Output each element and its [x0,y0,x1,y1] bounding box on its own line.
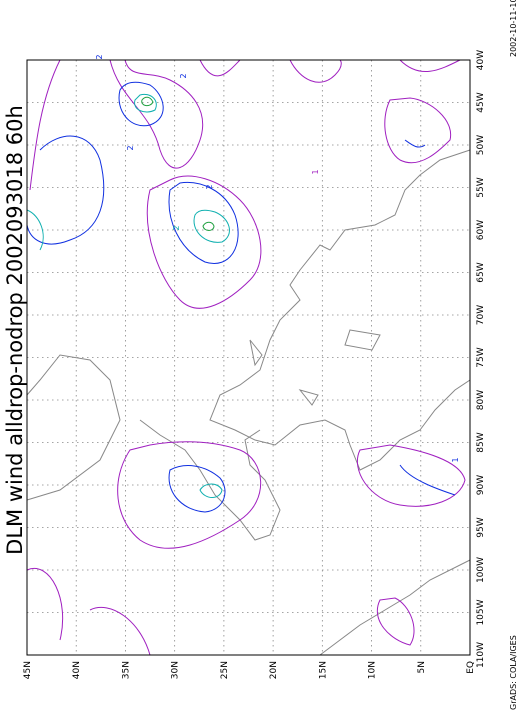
coastline [26,354,121,501]
contour-labels: 2 2 2 1 2 2 1 [95,54,460,462]
lon-label: 85W [476,432,486,452]
contour [146,175,262,309]
lon-label: 80W [476,390,486,410]
lon-label: 105W [476,599,486,625]
grid [27,60,470,655]
lat-label: 20N [269,661,279,679]
lon-label: 100W [476,557,486,583]
contour [356,444,466,507]
lat-label: 25N [220,661,230,679]
lon-label: 55W [476,177,486,197]
footer: GrADS: COLA/IGES [509,635,518,710]
contour [117,441,262,549]
contour [141,96,215,231]
lon-label: 110W [476,642,486,668]
lat-label: 15N [318,661,328,679]
lat-label: 10N [368,661,378,679]
contour [168,465,226,513]
coastline [319,559,471,656]
contour [118,81,164,127]
contour [134,93,157,113]
lon-label: 60W [476,220,486,240]
coastline [209,149,471,471]
contour-label: 2 [179,73,188,78]
coastline [139,419,281,541]
lat-label: EQ [466,661,476,674]
lat-label: 5N [417,661,427,673]
contour-label: 1 [451,457,460,462]
lon-label: 40W [476,50,486,70]
lat-label: 45N [23,661,33,679]
lat-label: 30N [171,661,181,679]
contours [26,59,466,656]
contour [29,59,204,191]
axis-labels: EQ 5N 10N 15N 20N 25N 30N 35N 40N 45N 40W 45W 50W 55W… [23,50,486,679]
contour [384,97,452,164]
timestamp: 2002-10-11-10:36 [509,0,518,57]
lat-label: 40N [72,661,82,679]
contour-label: 2 [205,184,214,189]
contour-label: 2 [95,54,104,59]
lon-label: 65W [476,262,486,282]
contour [26,209,223,498]
plot-frame [26,59,471,656]
contour-label: 1 [311,169,320,174]
lon-label: 75W [476,347,486,367]
lon-label: 90W [476,475,486,495]
lon-label: 95W [476,517,486,537]
contour [26,567,415,656]
contour [193,209,230,243]
coastline [249,329,381,406]
contour [26,135,105,245]
title: DLM wind alldrop-nodrop 2002093018 60h [3,105,27,555]
contour-label: 2 [172,225,181,230]
contour-label: 2 [126,145,135,150]
lon-label: 50W [476,135,486,155]
contour [199,59,461,83]
coastlines [26,149,471,656]
lon-label: 45W [476,92,486,112]
contour [168,181,239,264]
contour [399,139,456,496]
lat-label: 35N [121,661,131,679]
lon-label: 70W [476,305,486,325]
